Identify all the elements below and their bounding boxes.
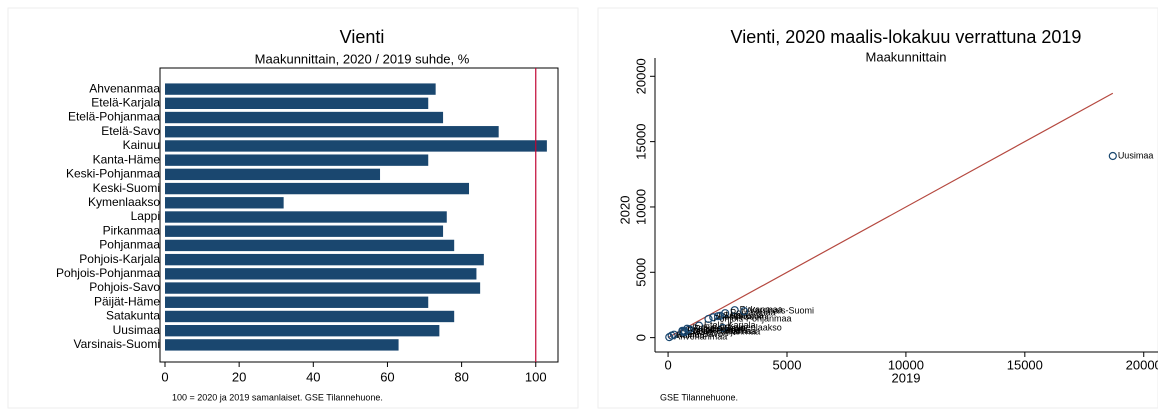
point xyxy=(713,312,723,321)
y-tick-label: Pohjois-Karjala xyxy=(79,252,160,266)
point xyxy=(694,321,704,330)
y-tick-label: 5000 xyxy=(633,258,648,287)
chart-title: Vienti xyxy=(340,27,385,47)
point xyxy=(685,325,694,334)
y-tick-label: Päijät-Häme xyxy=(94,294,160,308)
y-tick-label: 20000 xyxy=(633,58,648,94)
y-tick-label: Pohjois-Savo xyxy=(89,280,160,294)
x-tick-label: 15000 xyxy=(1007,357,1043,372)
y-tick-label: 15000 xyxy=(633,124,648,160)
bar xyxy=(165,182,470,195)
x-tick-label: 5000 xyxy=(773,357,802,372)
point-label: Pohjois-Karjala xyxy=(687,325,748,335)
bar xyxy=(165,339,399,351)
bar xyxy=(165,197,284,209)
x-tick-label: 60 xyxy=(380,369,394,384)
bar xyxy=(165,225,444,237)
point-label: Pohjois-Savo xyxy=(692,323,745,333)
x-tick-label: 0 xyxy=(664,357,671,372)
bar xyxy=(165,239,455,252)
bar xyxy=(165,168,381,181)
point-label: Varsinais-Suomi xyxy=(749,306,814,316)
chart-title: Vienti, 2020 maalis-lokakuu verrattuna 2… xyxy=(731,27,1082,47)
bar xyxy=(165,211,447,223)
point-label: Uusimaa xyxy=(1118,150,1154,160)
y-tick-label: Ahvenanmaa xyxy=(89,81,160,95)
plot-frame xyxy=(159,67,559,363)
y-tick-label: 10000 xyxy=(633,189,648,225)
y-axis-title: 2020 xyxy=(617,196,632,225)
y-tick-label: Kymenlaakso xyxy=(88,195,160,209)
chart-note: GSE Tilannehuone. xyxy=(660,392,738,402)
chart-subtitle: Maakunnittain, 2020 / 2019 suhde, % xyxy=(255,51,470,66)
bar xyxy=(165,83,436,95)
bar xyxy=(165,154,429,166)
y-tick-label: Etelä-Pohjanmaa xyxy=(68,110,160,124)
bar xyxy=(165,282,481,294)
point xyxy=(740,307,749,316)
y-tick-label: 0 xyxy=(633,334,648,341)
point-label: Kanta-Häme xyxy=(690,325,741,335)
y-tick-label: Keski-Pohjanmaa xyxy=(66,167,160,181)
chart-note: 100 = 2020 ja 2019 samanlaiset. GSE Tila… xyxy=(172,392,383,402)
point-label: Pohjanmaa xyxy=(730,308,776,318)
x-tick-label: 20000 xyxy=(1126,357,1158,372)
point xyxy=(730,306,739,315)
x-tick-label: 10000 xyxy=(888,357,924,372)
y-tick-label: Pirkanmaa xyxy=(103,223,161,237)
bar xyxy=(165,126,499,138)
bar xyxy=(165,111,444,124)
point-label: Pirkanmaa xyxy=(740,305,783,315)
y-tick-label: Pohjanmaa xyxy=(99,238,160,252)
bar xyxy=(165,140,547,152)
bar xyxy=(165,253,484,266)
y-tick-label: Varsinais-Suomi xyxy=(74,337,160,351)
point-label: Ahvenanmaa xyxy=(674,332,727,342)
x-tick-label: 100 xyxy=(525,369,547,384)
x-tick-label: 40 xyxy=(306,369,320,384)
point-label: Kymenlaakso xyxy=(728,322,782,332)
point xyxy=(704,314,713,324)
x-tick-label: 20 xyxy=(232,369,246,384)
x-axis-title: 2019 xyxy=(892,370,921,385)
y-tick-label: Pohjois-Pohjanmaa xyxy=(56,266,160,280)
bar xyxy=(165,268,477,280)
point xyxy=(667,331,676,340)
point xyxy=(721,309,730,318)
y-tick-label: Kainuu xyxy=(123,138,160,152)
y-tick-label: Keski-Suomi xyxy=(93,181,160,195)
y-tick-label: Etelä-Karjala xyxy=(91,95,160,109)
x-tick-label: 0 xyxy=(161,369,168,384)
bar xyxy=(165,310,455,323)
point-label: Päijät-Häme xyxy=(694,324,744,334)
point-label: Lappi xyxy=(725,310,747,320)
bar xyxy=(165,296,429,308)
y-tick-label: Uusimaa xyxy=(113,323,161,337)
point-label: Etelä-Savo xyxy=(679,329,723,339)
reference-line xyxy=(667,92,1114,339)
bar xyxy=(165,97,429,109)
point-label: Pohjois-Pohjanmaa xyxy=(714,313,792,323)
point xyxy=(718,323,727,333)
x-tick-label: 80 xyxy=(454,369,468,384)
point-label: Kainuu xyxy=(677,330,705,340)
point xyxy=(1108,151,1117,161)
y-tick-label: Etelä-Savo xyxy=(101,124,160,138)
y-tick-label: Satakunta xyxy=(106,309,160,323)
bar xyxy=(165,325,440,337)
right-panel xyxy=(597,7,1158,409)
y-tick-label: Lappi xyxy=(131,209,160,223)
chart-subtitle: Maakunnittain xyxy=(866,49,947,64)
point-label: Keski-Suomi xyxy=(718,312,769,322)
y-tick-label: Kanta-Häme xyxy=(93,152,161,166)
point-label: Etelä-Karjala xyxy=(704,320,756,330)
point-label: Satakunta xyxy=(723,311,764,321)
point-label: Keski-Pohjanmaa xyxy=(690,327,761,337)
